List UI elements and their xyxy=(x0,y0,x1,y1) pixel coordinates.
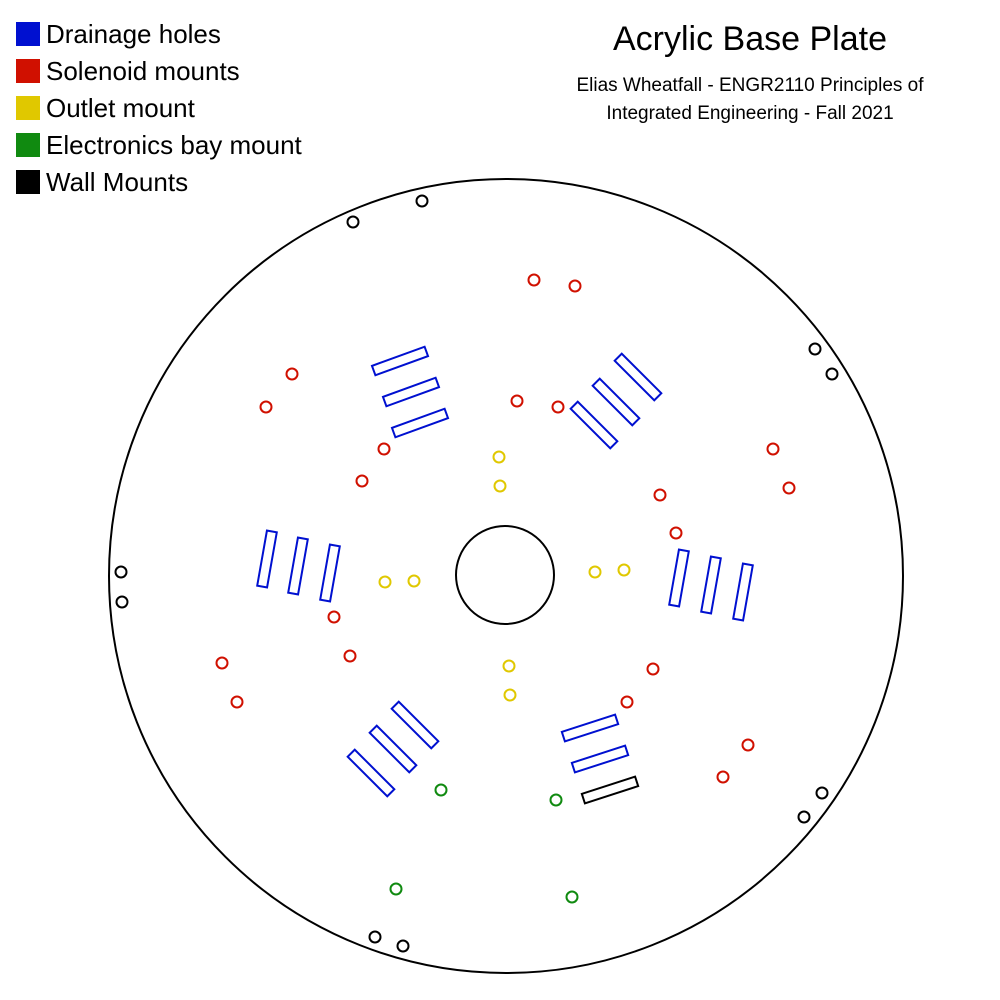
outlet-mount-hole xyxy=(407,574,421,588)
drainage-slot xyxy=(560,713,620,743)
plate-outline xyxy=(108,178,904,974)
electronics-bay-mount-hole xyxy=(434,783,448,797)
solenoid-mount-hole xyxy=(259,400,273,414)
legend-label: Electronics bay mount xyxy=(46,129,302,160)
subtitle-line-2: Integrated Engineering - Fall 2021 xyxy=(606,103,894,124)
drainage-slot xyxy=(287,536,309,596)
wall-mount-hole xyxy=(346,215,360,229)
legend-label: Solenoid mounts xyxy=(46,56,240,87)
solenoid-mount-hole xyxy=(741,738,755,752)
outlet-mount-hole xyxy=(503,688,517,702)
solenoid-mount-hole xyxy=(646,662,660,676)
solenoid-mount-hole xyxy=(551,400,565,414)
legend-label: Wall Mounts xyxy=(46,166,189,197)
wall-mount-hole xyxy=(396,939,410,953)
solenoid-mounts-swatch xyxy=(16,59,40,84)
mount-holes xyxy=(114,194,839,953)
drainage-slot xyxy=(700,555,722,615)
drainage-slot xyxy=(613,352,663,402)
legend-item-outlet-mount: Outlet mount xyxy=(16,90,302,127)
solenoid-mount-hole xyxy=(527,273,541,287)
electronics-bay-mount-hole xyxy=(389,882,403,896)
electronics-bay-mount-hole xyxy=(549,793,563,807)
outlet-mount-hole xyxy=(588,565,602,579)
outlet-mount-hole xyxy=(493,479,507,493)
drainage-slots xyxy=(256,345,754,805)
outlet-mount-hole xyxy=(492,450,506,464)
solenoid-mount-hole xyxy=(669,526,683,540)
legend-item-drainage-holes: Drainage holes xyxy=(16,16,302,53)
drainage-slot xyxy=(570,744,630,774)
outlet-mount-swatch xyxy=(16,95,40,120)
solenoid-mount-hole xyxy=(716,770,730,784)
drainage-slot xyxy=(370,345,430,377)
electronics-bay-mount-swatch xyxy=(16,132,40,157)
legend: Drainage holes Solenoid mounts Outlet mo… xyxy=(16,16,302,200)
wall-mount-hole xyxy=(368,930,382,944)
wall-mount-hole xyxy=(115,595,129,609)
wall-mounts-swatch xyxy=(16,169,40,194)
solenoid-mount-hole xyxy=(355,474,369,488)
drainage-slot xyxy=(346,748,396,798)
drainage-slot xyxy=(368,724,418,774)
drainage-slot xyxy=(580,775,640,805)
outlet-mount-hole xyxy=(502,659,516,673)
solenoid-mount-hole xyxy=(653,488,667,502)
solenoid-mount-hole xyxy=(230,695,244,709)
legend-item-wall-mounts: Wall Mounts xyxy=(16,163,302,200)
drainage-slot xyxy=(381,376,441,408)
wall-mount-hole xyxy=(808,342,822,356)
wall-mount-hole xyxy=(415,194,429,208)
wall-mount-hole xyxy=(825,367,839,381)
wall-mount-hole xyxy=(815,786,829,800)
solenoid-mount-hole xyxy=(377,442,391,456)
outlet-mount-hole xyxy=(378,575,392,589)
drainage-slot xyxy=(390,407,450,439)
solenoid-mount-hole xyxy=(620,695,634,709)
legend-label: Drainage holes xyxy=(46,19,221,50)
drainage-slot xyxy=(732,562,754,622)
legend-label: Outlet mount xyxy=(46,92,195,123)
outlet-mount-hole xyxy=(617,563,631,577)
subtitle-line-1: Elias Wheatfall - ENGR2110 Principles of xyxy=(576,75,924,96)
drainage-slot xyxy=(319,543,341,603)
solenoid-mount-hole xyxy=(782,481,796,495)
page-title: Acrylic Base Plate xyxy=(613,20,887,58)
center-hole xyxy=(455,525,555,625)
solenoid-mount-hole xyxy=(285,367,299,381)
drainage-slot xyxy=(591,377,641,427)
wall-mount-hole xyxy=(114,565,128,579)
electronics-bay-mount-hole xyxy=(565,890,579,904)
drainage-slot xyxy=(390,700,440,750)
drainage-slot xyxy=(256,529,278,589)
drainage-slot xyxy=(668,548,690,608)
legend-item-electronics-bay-mount: Electronics bay mount xyxy=(16,126,302,163)
drainage-slot xyxy=(569,400,619,450)
solenoid-mount-hole xyxy=(343,649,357,663)
drainage-holes-swatch xyxy=(16,22,40,47)
solenoid-mount-hole xyxy=(766,442,780,456)
solenoid-mount-hole xyxy=(215,656,229,670)
solenoid-mount-hole xyxy=(327,610,341,624)
wall-mount-hole xyxy=(797,810,811,824)
legend-item-solenoid-mounts: Solenoid mounts xyxy=(16,53,302,90)
solenoid-mount-hole xyxy=(568,279,582,293)
solenoid-mount-hole xyxy=(510,394,524,408)
subtitle: Elias Wheatfall - ENGR2110 Principles of… xyxy=(560,72,940,128)
